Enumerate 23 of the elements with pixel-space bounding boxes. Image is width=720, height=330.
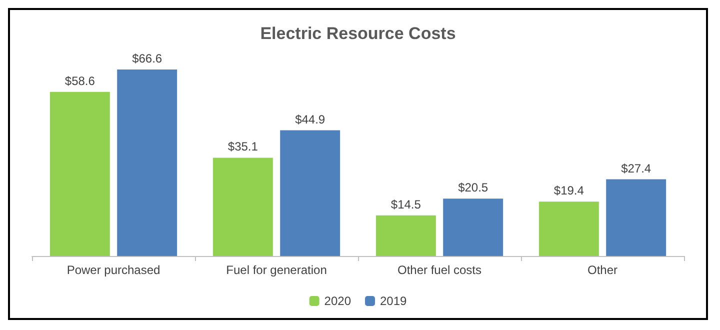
data-label: $58.6: [64, 74, 96, 88]
legend-label: 2020: [324, 294, 352, 308]
data-label: $20.5: [458, 180, 488, 195]
data-label: $66.6: [132, 52, 162, 66]
bar: [280, 130, 340, 256]
bar: [538, 202, 599, 256]
bar: [117, 70, 178, 256]
bar: [376, 215, 436, 256]
chart-title: Electric Resource Costs: [260, 24, 456, 43]
data-label: $19.4: [554, 184, 584, 198]
data-label: $14.5: [390, 197, 422, 212]
legend-label: 2019: [380, 294, 408, 308]
data-label: $35.1: [228, 140, 258, 154]
x-tick-label: Other: [587, 263, 618, 277]
data-label: $27.4: [621, 161, 652, 176]
x-tick-label: Other fuel costs: [397, 263, 482, 277]
bar: [443, 198, 504, 256]
bar: [606, 179, 666, 256]
bar: [50, 92, 110, 256]
x-tick-label: Power purchased: [66, 263, 160, 277]
bar: [212, 158, 273, 256]
data-label: $44.9: [295, 112, 326, 126]
x-tick-label: Fuel for generation: [226, 263, 327, 277]
